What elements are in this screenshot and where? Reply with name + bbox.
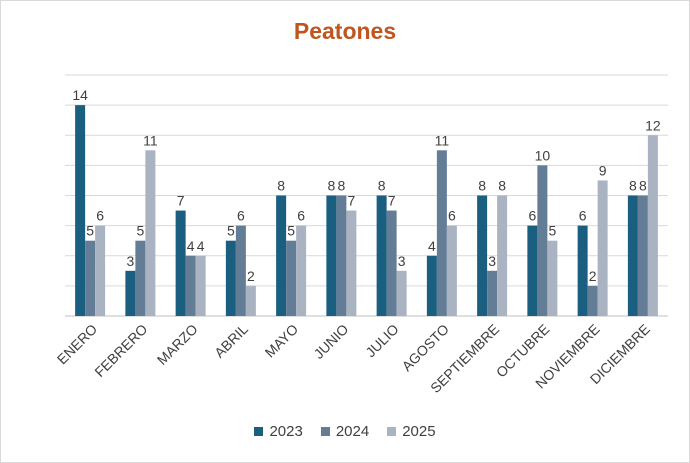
bar-2023-abril [225,240,236,316]
data-label: 4 [428,238,436,254]
bar-2023-junio [326,195,337,316]
x-tick-label: ENERO [54,321,101,368]
bar-2024-marzo [185,255,196,316]
bar-2023-enero [75,105,86,316]
bar-2023-diciembre [627,195,638,316]
bar-2023-julio [376,195,387,316]
data-label: 8 [629,178,637,194]
data-label: 8 [337,178,345,194]
bar-2024-julio [386,210,397,316]
legend-label-2023: 2023 [269,423,303,440]
x-tick-label: MAYO [262,321,302,361]
bar-2023-febrero [125,270,136,316]
data-label: 4 [187,238,195,254]
data-label: 6 [528,208,536,224]
x-tick-label: ABRIL [211,321,251,361]
bar-2024-octubre [537,165,548,316]
x-tick-label: JULIO [362,321,401,360]
data-label: 3 [126,253,134,269]
data-label: 2 [589,268,597,284]
bar-2024-abril [235,225,246,316]
x-tick-label: MARZO [154,321,201,368]
bar-2023-mayo [276,195,287,316]
data-label: 14 [72,87,88,103]
data-label: 7 [177,193,185,209]
bar-2024-febrero [135,240,146,316]
data-label: 7 [388,193,396,209]
bar-2025-enero [95,225,106,316]
data-label: 11 [143,132,158,148]
bar-2025-agosto [446,225,457,316]
data-label: 5 [548,223,556,239]
data-label: 5 [227,223,235,239]
data-label: 6 [448,208,456,224]
bar-2025-febrero [145,150,156,316]
bar-2025-octubre [547,240,558,316]
bar-2023-octubre [527,225,538,316]
legend-swatch-2024 [320,427,330,436]
data-label: 12 [645,117,661,133]
data-label: 6 [297,208,305,224]
bar-2024-septiembre [487,270,498,316]
bar-2025-abril [245,285,256,316]
bar-2025-marzo [195,255,206,316]
data-label: 6 [96,208,104,224]
data-label: 9 [599,162,607,178]
bar-2023-septiembre [477,195,488,316]
data-label: 5 [136,223,144,239]
data-label: 8 [639,178,647,194]
data-label: 2 [247,268,255,284]
bar-2024-enero [85,240,96,316]
data-label: 8 [478,178,486,194]
data-label: 11 [435,132,450,148]
bar-2024-agosto [436,150,447,316]
bar-2025-mayo [296,225,307,316]
legend-label-2024: 2024 [335,423,370,440]
data-label: 10 [535,147,551,163]
bar-2025-junio [346,210,357,316]
data-label: 8 [498,178,506,194]
bar-2024-diciembre [637,195,648,316]
data-label: 6 [237,208,245,224]
legend-label-2025: 2025 [402,423,436,440]
data-label: 3 [398,253,406,269]
data-label: 7 [347,193,355,209]
legend-swatch-2023 [254,427,264,436]
bar-2023-noviembre [577,225,588,316]
bar-2024-mayo [286,240,297,316]
data-label: 3 [488,253,496,269]
x-tick-label: FEBRERO [91,321,150,380]
bar-2025-julio [396,270,407,316]
bar-2025-septiembre [497,195,508,316]
bar-2025-noviembre [597,180,608,316]
data-label: 5 [287,223,295,239]
legend-item-2025: 2025 [387,423,436,440]
chart-title: Peatones [293,18,397,44]
legend-item-2023: 2023 [254,423,303,440]
legend-item-2024: 2024 [320,423,370,440]
bar-2024-noviembre [587,285,598,316]
data-label: 8 [327,178,335,194]
chart-legend: 2023 2024 2025 [0,423,690,440]
bar-2024-junio [336,195,347,316]
legend-swatch-2025 [387,427,397,436]
bar-2023-marzo [175,210,186,316]
data-label: 4 [197,238,205,254]
bar-2025-diciembre [647,135,658,316]
data-label: 5 [86,223,94,239]
x-tick-label: JUNIO [310,321,351,362]
data-label: 8 [277,178,285,194]
data-label: 6 [579,208,587,224]
bar-2023-agosto [426,255,437,316]
x-tick-label: AGOSTO [398,321,452,375]
data-label: 8 [378,178,386,194]
